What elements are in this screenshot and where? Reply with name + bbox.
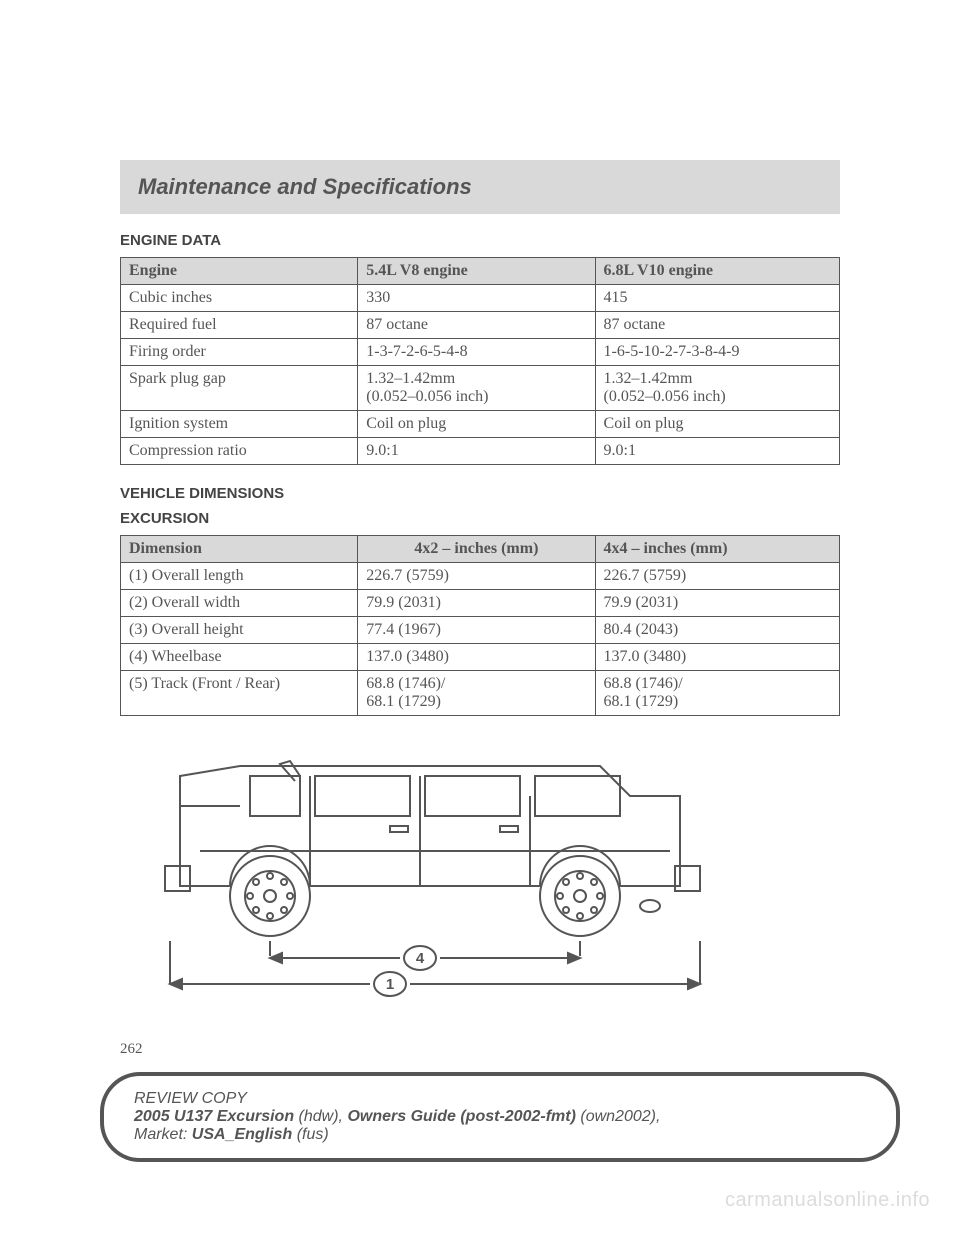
table-row: (5) Track (Front / Rear) 68.8 (1746)/ 68… (121, 671, 840, 716)
cell: 68.8 (1746)/ 68.1 (1729) (595, 671, 839, 716)
cell: 87 octane (358, 312, 595, 339)
cell: 1-3-7-2-6-5-4-8 (358, 339, 595, 366)
cell: Spark plug gap (121, 366, 358, 411)
col-header: Engine (121, 258, 358, 285)
footer-line-3: Market: USA_English (fus) (134, 1126, 866, 1144)
dimensions-table: Dimension 4x2 – inches (mm) 4x4 – inches… (120, 535, 840, 716)
excursion-heading: EXCURSION (120, 510, 840, 527)
cell: Required fuel (121, 312, 358, 339)
cell: (2) Overall width (121, 590, 358, 617)
cell: 137.0 (3480) (358, 644, 595, 671)
table-row: Required fuel 87 octane 87 octane (121, 312, 840, 339)
cell: 415 (595, 285, 839, 312)
cell: 77.4 (1967) (358, 617, 595, 644)
col-header: 4x4 – inches (mm) (595, 536, 839, 563)
table-row: (4) Wheelbase 137.0 (3480) 137.0 (3480) (121, 644, 840, 671)
table-header-row: Engine 5.4L V8 engine 6.8L V10 engine (121, 258, 840, 285)
table-row: Cubic inches 330 415 (121, 285, 840, 312)
cell: (3) Overall height (121, 617, 358, 644)
cell: 87 octane (595, 312, 839, 339)
col-header: 5.4L V8 engine (358, 258, 595, 285)
cell: 80.4 (2043) (595, 617, 839, 644)
table-row: Spark plug gap 1.32–1.42mm (0.052–0.056 … (121, 366, 840, 411)
cell: Cubic inches (121, 285, 358, 312)
footer-box: REVIEW COPY 2005 U137 Excursion (hdw), O… (100, 1072, 900, 1162)
cell: Coil on plug (358, 411, 595, 438)
cell: 68.8 (1746)/ 68.1 (1729) (358, 671, 595, 716)
cell: 137.0 (3480) (595, 644, 839, 671)
section-header: Maintenance and Specifications (120, 160, 840, 214)
cell: 79.9 (2031) (595, 590, 839, 617)
col-header: Dimension (121, 536, 358, 563)
vehicle-side-diagram: 4 1 (120, 736, 840, 1011)
col-header: 4x2 – inches (mm) (358, 536, 595, 563)
table-row: Ignition system Coil on plug Coil on plu… (121, 411, 840, 438)
cell: 1-6-5-10-2-7-3-8-4-9 (595, 339, 839, 366)
cell: 9.0:1 (358, 438, 595, 465)
table-row: Firing order 1-3-7-2-6-5-4-8 1-6-5-10-2-… (121, 339, 840, 366)
diagram-label-1: 1 (386, 976, 394, 993)
cell: 1.32–1.42mm (0.052–0.056 inch) (358, 366, 595, 411)
table-row: Compression ratio 9.0:1 9.0:1 (121, 438, 840, 465)
engine-data-heading: ENGINE DATA (120, 232, 840, 249)
diagram-label-4: 4 (416, 950, 425, 967)
col-header: 6.8L V10 engine (595, 258, 839, 285)
cell: (1) Overall length (121, 563, 358, 590)
cell: (5) Track (Front / Rear) (121, 671, 358, 716)
vehicle-dimensions-heading: VEHICLE DIMENSIONS (120, 485, 840, 502)
cell: Ignition system (121, 411, 358, 438)
table-row: (3) Overall height 77.4 (1967) 80.4 (204… (121, 617, 840, 644)
table-row: (2) Overall width 79.9 (2031) 79.9 (2031… (121, 590, 840, 617)
watermark: carmanualsonline.info (725, 1189, 930, 1212)
cell: 226.7 (5759) (358, 563, 595, 590)
table-header-row: Dimension 4x2 – inches (mm) 4x4 – inches… (121, 536, 840, 563)
footer-line-2: 2005 U137 Excursion (hdw), Owners Guide … (134, 1108, 866, 1126)
footer-line-1: REVIEW COPY (134, 1090, 866, 1108)
cell: Compression ratio (121, 438, 358, 465)
cell: 1.32–1.42mm (0.052–0.056 inch) (595, 366, 839, 411)
cell: Firing order (121, 339, 358, 366)
cell: 79.9 (2031) (358, 590, 595, 617)
cell: 330 (358, 285, 595, 312)
table-row: (1) Overall length 226.7 (5759) 226.7 (5… (121, 563, 840, 590)
cell: (4) Wheelbase (121, 644, 358, 671)
cell: Coil on plug (595, 411, 839, 438)
page-number: 262 (120, 1041, 840, 1058)
section-title: Maintenance and Specifications (138, 174, 472, 199)
cell: 9.0:1 (595, 438, 839, 465)
cell: 226.7 (5759) (595, 563, 839, 590)
engine-data-table: Engine 5.4L V8 engine 6.8L V10 engine Cu… (120, 257, 840, 465)
